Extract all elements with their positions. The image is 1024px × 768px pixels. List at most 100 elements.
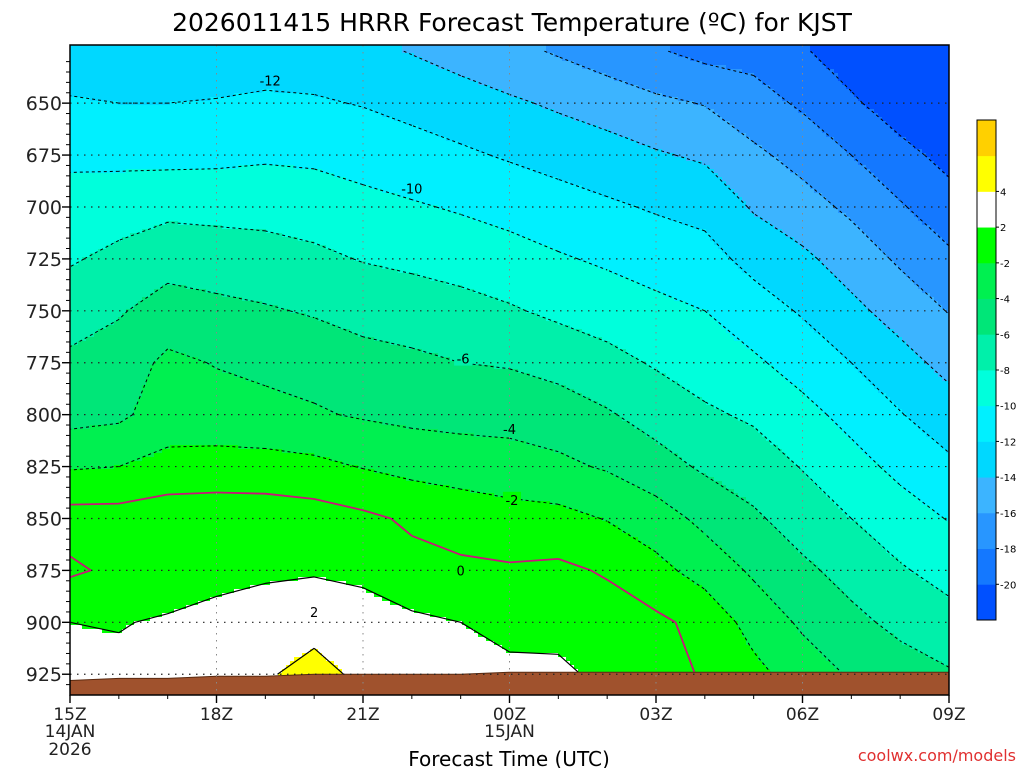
field-cell [166,221,171,226]
field-cell [154,333,159,338]
field-cell [154,201,159,206]
field-cell [130,313,135,318]
field-cell [74,97,79,102]
field-cell [182,101,187,106]
field-cell [182,621,187,626]
field-cell [98,133,103,138]
field-cell [106,349,111,354]
field-cell [162,401,167,406]
field-cell [78,85,83,90]
field-cell [146,605,151,610]
field-cell [110,245,115,250]
field-cell [150,413,155,418]
field-cell [70,285,75,290]
field-cell [142,621,147,626]
field-cell [118,385,123,390]
field-cell [122,361,127,366]
field-cell [90,345,95,350]
field-cell [70,197,75,202]
field-cell [146,437,151,442]
field-cell [98,653,103,658]
field-cell [122,457,127,462]
field-cell [170,585,175,590]
field-cell [86,485,91,490]
field-cell [102,157,107,162]
field-cell [142,185,147,190]
field-cell [150,513,155,518]
field-cell [90,277,95,282]
field-cell [134,653,139,658]
field-cell [162,577,167,582]
field-cell [146,621,151,626]
field-cell [154,665,159,670]
field-cell [118,217,123,222]
field-cell [154,425,159,430]
field-cell [90,389,95,394]
field-cell [158,397,163,402]
field-cell [118,85,123,90]
field-cell [142,129,147,134]
field-cell [118,465,123,470]
field-cell [174,421,179,426]
field-cell [142,513,147,518]
field-cell [90,473,95,478]
field-cell [106,397,111,402]
field-cell [78,517,83,522]
field-cell [86,453,91,458]
field-cell [170,53,175,58]
field-cell [134,569,139,574]
field-cell [114,233,119,238]
field-cell [178,561,183,566]
field-cell [182,281,187,286]
field-cell [190,305,195,310]
field-cell [142,61,147,66]
field-cell [114,185,119,190]
field-cell [122,417,127,422]
field-cell [162,113,167,118]
field-cell [102,645,107,650]
field-cell [90,213,95,218]
field-cell [158,585,163,590]
field-cell [122,57,127,62]
field-cell [170,293,175,298]
field-cell [150,633,155,638]
field-cell [134,461,139,466]
field-cell [182,405,187,410]
field-cell [90,441,95,446]
field-cell [158,621,163,626]
field-cell [102,481,107,486]
field-cell [138,65,143,70]
field-cell [118,469,123,474]
field-cell [114,441,119,446]
field-cell [110,149,115,154]
field-cell [162,161,167,166]
field-cell [90,465,95,470]
field-cell [122,73,127,78]
field-cell [126,309,131,314]
field-cell [158,537,163,542]
field-cell [122,493,127,498]
field-cell [118,209,123,214]
field-cell [126,233,131,238]
field-cell [102,53,107,58]
field-cell [102,301,107,306]
field-cell [158,381,163,386]
field-cell [94,665,99,670]
field-cell [142,97,147,102]
field-cell [186,657,191,662]
field-cell [154,577,159,582]
field-cell [70,317,75,322]
field-cell [102,493,107,498]
field-cell [126,537,131,542]
field-cell [182,665,187,670]
field-cell [186,297,191,302]
field-cell [154,637,159,642]
field-cell [86,513,91,518]
field-cell [90,529,95,534]
field-cell [186,277,191,282]
field-cell [106,353,111,358]
field-cell [126,489,131,494]
field-cell [182,377,187,382]
field-cell [182,417,187,422]
field-cell [146,381,151,386]
